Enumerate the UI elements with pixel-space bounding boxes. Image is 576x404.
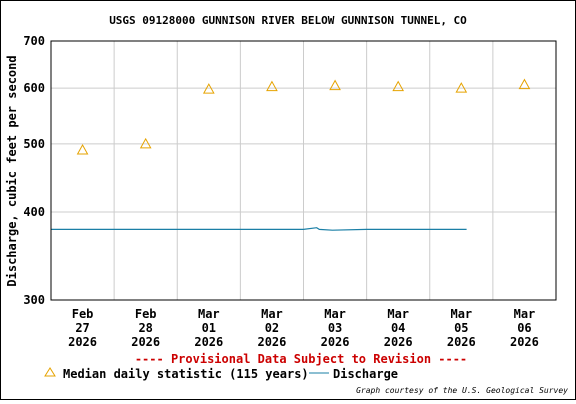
median-point — [329, 79, 341, 91]
x-tick-label: Mar 05 2026 — [447, 307, 476, 349]
x-tick-label: Mar 02 2026 — [257, 307, 286, 349]
median-point — [139, 137, 152, 149]
legend-median-marker — [44, 367, 56, 377]
legend-median-label: Median daily statistic (115 years) — [63, 367, 309, 381]
series-layer — [51, 78, 531, 231]
y-tick-label: 600 — [23, 81, 45, 95]
x-tick-label: Mar 04 2026 — [384, 307, 413, 349]
legend: Median daily statistic (115 years) Disch… — [44, 367, 398, 381]
y-axis-label: Discharge, cubic feet per second — [5, 55, 19, 286]
provisional-note: ---- Provisional Data Subject to Revisio… — [135, 352, 467, 366]
plot-border — [50, 40, 557, 301]
median-point — [455, 82, 468, 93]
x-tick-labels: Feb 27 2026 Feb 28 2026 Mar 01 2026 Mar 02 2026 Mar 0… — [68, 307, 539, 349]
median-point — [202, 83, 215, 94]
credit-text: Graph courtesy of the U.S. Geological Su… — [356, 386, 568, 395]
median-point — [518, 78, 531, 90]
legend-discharge-label: Discharge — [333, 367, 398, 381]
x-tick-label: Mar 03 2026 — [321, 307, 350, 349]
grid-lines — [51, 40, 556, 301]
median-point — [392, 80, 405, 92]
chart-title: USGS 09128000 GUNNISON RIVER BELOW GUNNI… — [109, 14, 467, 27]
discharge-series-line — [51, 227, 467, 231]
y-tick-label: 700 — [23, 34, 45, 48]
y-tick-label: 400 — [23, 205, 45, 219]
x-tick-label: Feb 28 2026 — [131, 307, 160, 349]
median-point — [76, 143, 89, 155]
median-point — [266, 80, 278, 92]
y-tick-label: 500 — [23, 137, 45, 151]
x-tick-label: Mar 01 2026 — [194, 307, 223, 349]
x-tick-label: Feb 27 2026 — [68, 307, 97, 349]
y-tick-labels: 300 400 500 600 700 — [23, 34, 45, 307]
x-tick-label: Mar 06 2026 — [510, 307, 539, 349]
y-tick-label: 300 — [23, 293, 45, 307]
